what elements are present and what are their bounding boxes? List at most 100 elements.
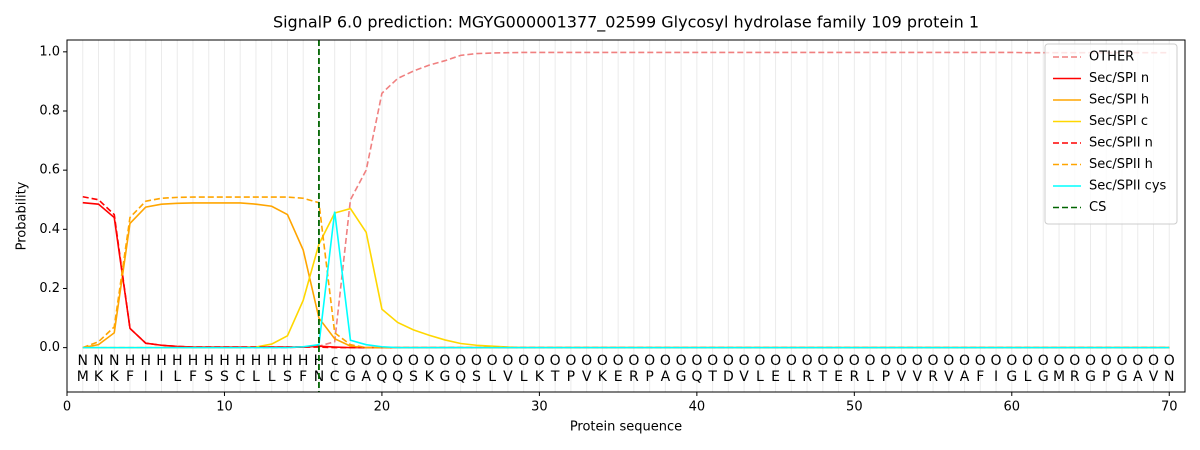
residue: Q <box>392 369 403 385</box>
residue: L <box>520 369 528 385</box>
residue: I <box>994 369 998 385</box>
y-tick-label: 0.6 <box>39 163 60 178</box>
region-label: O <box>959 353 970 369</box>
region-label: O <box>691 353 702 369</box>
region-label: N <box>78 353 88 369</box>
region-label: O <box>471 353 482 369</box>
region-label: O <box>1164 353 1175 369</box>
residue: A <box>960 369 970 385</box>
legend-label: Sec/SPII cys <box>1089 179 1167 194</box>
residue: M <box>1053 369 1065 385</box>
region-label: O <box>943 353 954 369</box>
region-label: O <box>565 353 576 369</box>
x-tick-label: 70 <box>1161 400 1178 415</box>
region-label: O <box>1101 353 1112 369</box>
region-label: O <box>849 353 860 369</box>
region-label: O <box>975 353 986 369</box>
region-label: O <box>865 353 876 369</box>
x-axis-label: Protein sequence <box>570 420 682 435</box>
region-label: N <box>93 353 103 369</box>
region-label: O <box>487 353 498 369</box>
region-label: O <box>550 353 561 369</box>
residue: D <box>723 369 734 385</box>
residue: L <box>1024 369 1032 385</box>
residue: V <box>582 369 592 385</box>
residue: T <box>818 369 828 385</box>
region-label: O <box>502 353 513 369</box>
residue: E <box>614 369 623 385</box>
chart-title: SignalP 6.0 prediction: MGYG000001377_02… <box>273 13 979 33</box>
region-label: O <box>770 353 781 369</box>
region-label: O <box>439 353 450 369</box>
y-axis-label: Probability <box>15 181 30 250</box>
residue: L <box>173 369 181 385</box>
residue: P <box>1102 369 1110 385</box>
residue: L <box>756 369 764 385</box>
region-label: O <box>1006 353 1017 369</box>
residue: L <box>866 369 874 385</box>
residue: V <box>503 369 513 385</box>
plot-frame <box>66 39 1186 393</box>
legend-label: Sec/SPI h <box>1089 93 1149 108</box>
residue: F <box>189 369 197 385</box>
region-label: O <box>676 353 687 369</box>
region-label: O <box>345 353 356 369</box>
residue: C <box>235 369 245 385</box>
residue: V <box>913 369 923 385</box>
residue: F <box>299 369 307 385</box>
residue: L <box>252 369 260 385</box>
x-tick-label: 30 <box>531 400 548 415</box>
x-tick-label: 10 <box>216 400 233 415</box>
residue: P <box>882 369 890 385</box>
region-label: H <box>282 353 293 369</box>
residue: S <box>220 369 229 385</box>
region-label: O <box>597 353 608 369</box>
residue: R <box>849 369 859 385</box>
residue: G <box>345 369 356 385</box>
residue: R <box>802 369 812 385</box>
residue: L <box>488 369 496 385</box>
y-tick-label: 0.2 <box>39 281 60 296</box>
region-label: O <box>408 353 419 369</box>
residue: A <box>361 369 371 385</box>
region-label: O <box>833 353 844 369</box>
region-label: O <box>455 353 466 369</box>
residue: K <box>535 369 545 385</box>
region-label: H <box>172 353 183 369</box>
x-tick-label: 20 <box>374 400 391 415</box>
residue: K <box>425 369 435 385</box>
region-label: O <box>802 353 813 369</box>
region-label: H <box>140 353 151 369</box>
residue: Q <box>455 369 466 385</box>
region-label: O <box>644 353 655 369</box>
region-label: O <box>754 353 765 369</box>
region-label: O <box>786 353 797 369</box>
residue: I <box>159 369 163 385</box>
residue: V <box>739 369 749 385</box>
x-tick-label: 40 <box>689 400 706 415</box>
region-label: O <box>1132 353 1143 369</box>
residue: S <box>204 369 213 385</box>
region-label: O <box>723 353 734 369</box>
legend-label: CS <box>1089 200 1106 215</box>
region-label: H <box>125 353 136 369</box>
y-tick-label: 1.0 <box>39 44 60 59</box>
region-label: N <box>109 353 119 369</box>
region-label: O <box>581 353 592 369</box>
residue: K <box>94 369 104 385</box>
legend-box <box>1044 43 1178 225</box>
y-tick-label: 0.8 <box>39 103 60 118</box>
y-tick-label: 0.4 <box>39 222 60 237</box>
residue: F <box>126 369 134 385</box>
residue: K <box>598 369 608 385</box>
region-label: H <box>156 353 167 369</box>
residue: S <box>472 369 481 385</box>
region-label: H <box>298 353 309 369</box>
residue: L <box>268 369 276 385</box>
region-label: O <box>896 353 907 369</box>
region-label: O <box>1085 353 1096 369</box>
region-label: O <box>613 353 624 369</box>
residue: R <box>629 369 639 385</box>
